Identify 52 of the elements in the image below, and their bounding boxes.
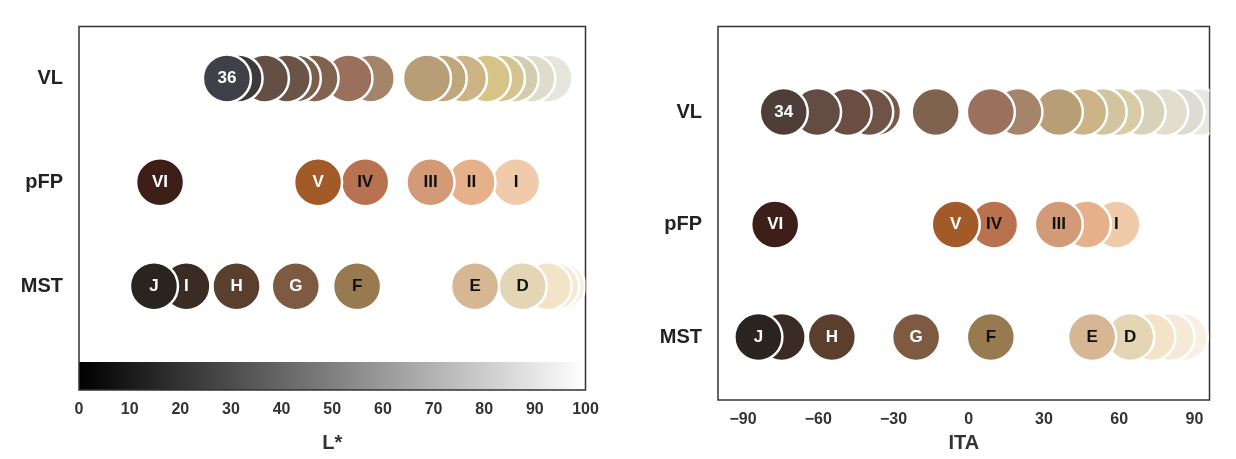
annotation: I: [1114, 214, 1119, 234]
annotation: D: [1124, 326, 1137, 346]
annotation: III: [1051, 214, 1066, 234]
x-tick-label: −60: [804, 410, 832, 428]
annotation: III: [423, 171, 438, 191]
annotation: I: [184, 275, 189, 295]
x-tick-label: 50: [323, 400, 342, 418]
annotation: I: [513, 171, 519, 191]
annotation: J: [149, 275, 159, 295]
x-tick-label: 30: [222, 400, 240, 418]
y-tick-label: pFP: [25, 169, 63, 192]
x-tick-label: 30: [1035, 410, 1053, 428]
y-tick-label: VL: [676, 99, 702, 122]
x-tick-label: 60: [374, 400, 392, 418]
x-tick-label: 100: [572, 400, 599, 418]
x-tick-label: 90: [1185, 410, 1204, 428]
x-tick-label: 0: [964, 410, 974, 428]
y-tick-label: MST: [20, 273, 63, 296]
annotation: IV: [986, 214, 1003, 234]
x-tick-label: 40: [272, 400, 291, 418]
x-axis-title: L*: [322, 430, 343, 453]
x-tick-label: −30: [879, 410, 908, 428]
x-tick-label: 0: [74, 400, 84, 418]
annotation: 36: [217, 68, 237, 88]
annotation: IV: [357, 171, 374, 191]
annotation: H: [825, 326, 838, 346]
annotation: II: [466, 171, 477, 191]
annotation: J: [753, 326, 764, 346]
x-tick-label: −90: [729, 410, 757, 428]
annotation: E: [469, 275, 481, 295]
x-tick-label: 70: [424, 400, 443, 418]
annotation: 34: [774, 101, 794, 121]
y-tick-label: MST: [659, 324, 702, 347]
annotation: F: [985, 326, 997, 346]
annotation: F: [351, 275, 363, 295]
annotation: G: [289, 275, 303, 295]
y-tick-label: pFP: [664, 212, 702, 235]
x-tick-label: 90: [525, 400, 544, 418]
x-tick-label: 60: [1110, 410, 1129, 428]
annotation: VI: [767, 214, 784, 234]
annotation: H: [230, 275, 243, 295]
annotation: D: [516, 275, 529, 295]
annotation: G: [909, 326, 923, 346]
annotation: V: [312, 171, 325, 191]
annotation: VI: [152, 171, 169, 191]
x-axis-title: ITA: [948, 430, 980, 453]
x-tick-label: 80: [475, 400, 494, 418]
annotation: E: [1086, 326, 1098, 346]
x-tick-label: 20: [171, 400, 190, 418]
y-tick-label: VL: [37, 65, 63, 88]
annotation: V: [950, 214, 963, 234]
x-tick-label: 10: [120, 400, 139, 418]
